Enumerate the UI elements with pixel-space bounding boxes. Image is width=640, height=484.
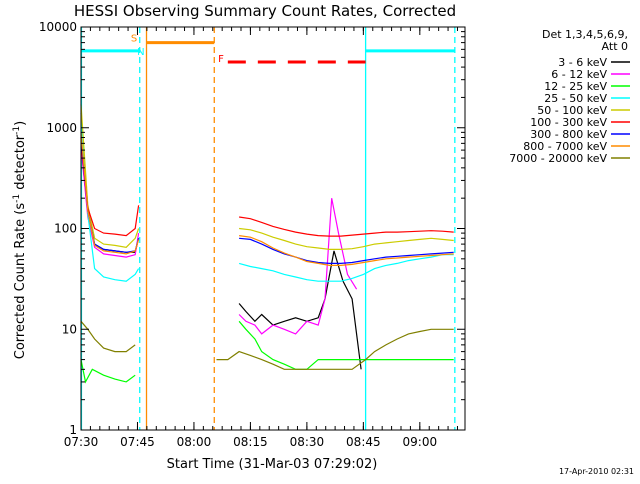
x-tick-label-2: 08:00 xyxy=(177,435,212,449)
y-axis-label-part3: ) xyxy=(13,121,28,126)
markers-layer: SN F xyxy=(81,33,455,65)
series-line-4-1 xyxy=(239,227,454,250)
x-tick-label-4: 08:30 xyxy=(290,435,325,449)
series-line-8-1 xyxy=(216,328,454,370)
legend-label-6: 300 - 800 keV xyxy=(530,128,607,141)
series-line-5-1 xyxy=(239,216,454,237)
series-5 xyxy=(80,143,454,237)
y-axis-label: Corrected Count Rate (s-1 detector-1) xyxy=(12,121,28,359)
legend-label-2: 12 - 25 keV xyxy=(544,80,607,93)
x-tick-label-0: 07:30 xyxy=(64,435,99,449)
series-line-3-1 xyxy=(238,254,454,282)
legend-label-3: 25 - 50 keV xyxy=(544,92,607,105)
x-tick-label-1: 07:45 xyxy=(120,435,155,449)
x-tick-label-5: 08:45 xyxy=(346,435,381,449)
series-line-5-0 xyxy=(80,143,140,237)
y-tick-label-3: 1000 xyxy=(46,121,77,135)
y-tick-label-4: 10000 xyxy=(39,20,77,34)
legend-label-7: 800 - 7000 keV xyxy=(523,140,607,153)
flag-annotation-1: N xyxy=(137,47,144,58)
legend-label-8: 7000 - 20000 keV xyxy=(509,152,607,165)
legend-title-line1: Det 1,3,4,5,6,9, xyxy=(542,28,628,41)
flag-annotation-2: F xyxy=(218,54,224,65)
series-2 xyxy=(80,320,454,384)
series-line-2-1 xyxy=(238,320,454,370)
series-line-2-0 xyxy=(80,359,136,384)
series-line-6-1 xyxy=(239,237,454,264)
legend-label-0: 3 - 6 keV xyxy=(558,56,607,69)
chart-title: HESSI Observing Summary Count Rates, Cor… xyxy=(74,2,456,20)
series-line-1-1 xyxy=(238,198,358,335)
y-tick-label-0: 1 xyxy=(69,423,77,437)
x-axis-label: Start Time (31-Mar-03 07:29:02) xyxy=(167,457,378,472)
series-line-7-1 xyxy=(239,235,454,266)
series-layer xyxy=(80,104,454,384)
legend-label-4: 50 - 100 keV xyxy=(537,104,607,117)
y-axis-label-sup2: -1 xyxy=(12,126,22,135)
series-3 xyxy=(80,112,454,282)
series-7 xyxy=(80,132,454,266)
legend-label-5: 100 - 300 keV xyxy=(530,116,607,129)
series-line-0-1 xyxy=(238,250,362,370)
axis-layer: 07:30 07:45 08:00 08:15 08:30 08:45 09:00 1 10 10… xyxy=(39,20,466,449)
y-axis-label-sup1: -1 xyxy=(12,194,22,203)
x-tick-label-3: 08:15 xyxy=(233,435,268,449)
y-axis-label-part2: detector xyxy=(13,134,28,194)
timestamp: 17-Apr-2010 02:31 xyxy=(559,467,634,476)
series-line-3-0 xyxy=(80,112,140,282)
flag-annotation-0: S xyxy=(131,33,137,44)
y-tick-label-1: 10 xyxy=(62,322,77,336)
series-line-7-0 xyxy=(80,132,140,255)
legend-label-1: 6 - 12 keV xyxy=(551,68,607,81)
y-tick-label-2: 100 xyxy=(54,222,77,236)
x-tick-label-6: 09:00 xyxy=(403,435,438,449)
y-axis-label-part1: Corrected Count Rate (s xyxy=(13,203,28,360)
legend-title-line2: Att 0 xyxy=(602,40,628,53)
